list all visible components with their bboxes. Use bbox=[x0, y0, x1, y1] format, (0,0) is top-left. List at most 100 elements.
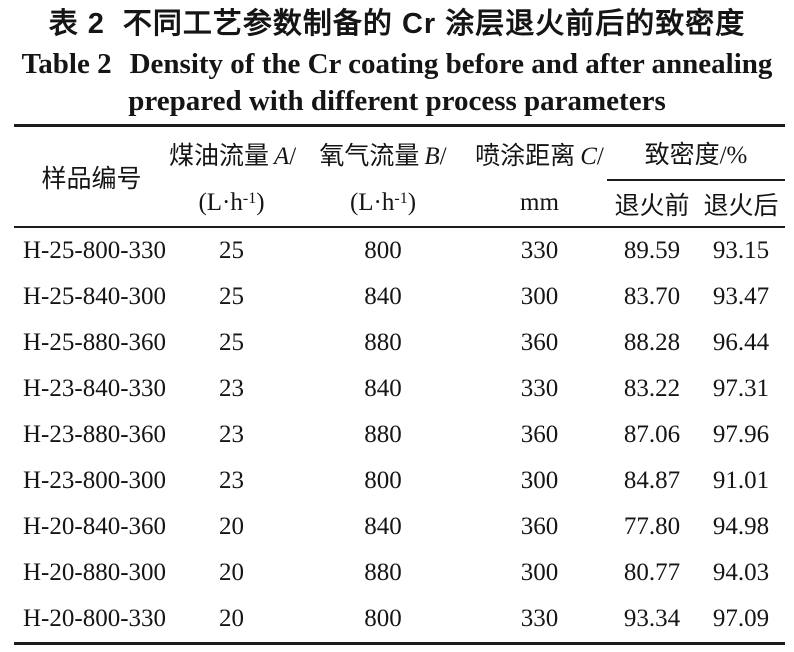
table-row: H-23-880-360 23 880 360 87.06 97.96 bbox=[14, 412, 785, 458]
cell-density-before: 83.70 bbox=[623, 283, 681, 310]
cell-kerosene-flow: 25 bbox=[219, 283, 244, 310]
cell-sample-id: H-20-800-330 bbox=[23, 605, 167, 632]
cell-density-after: 94.03 bbox=[712, 559, 770, 586]
header-density-group: 致密度/% bbox=[607, 125, 785, 181]
cell-kerosene-flow: 25 bbox=[219, 237, 244, 264]
table-number-en: Table 2 bbox=[21, 48, 112, 80]
cell-kerosene-flow: 23 bbox=[219, 467, 244, 494]
cell-sample-id: H-20-840-360 bbox=[23, 513, 167, 540]
cell-density-before: 80.77 bbox=[623, 559, 681, 586]
header-kerosene-variable: A bbox=[274, 142, 290, 170]
table-row: H-23-840-330 23 840 330 83.22 97.31 bbox=[14, 366, 785, 412]
cell-oxygen-flow: 880 bbox=[364, 421, 402, 448]
cell-kerosene-flow: 23 bbox=[219, 421, 244, 448]
table-caption-en-line2: prepared with different process paramete… bbox=[128, 85, 666, 117]
header-before-annealing: 退火前 bbox=[614, 192, 690, 220]
table-body: H-25-800-330 25 800 330 89.59 93.15 H-25… bbox=[14, 227, 785, 644]
cell-density-after: 97.31 bbox=[712, 375, 770, 402]
cell-kerosene-flow: 25 bbox=[219, 329, 244, 356]
header-oxygen-variable: B bbox=[424, 142, 440, 170]
cell-sample-id: H-25-800-330 bbox=[23, 237, 167, 264]
table-number-zh: 表 2 bbox=[48, 8, 105, 40]
cell-density-before: 88.28 bbox=[623, 329, 681, 356]
table-title-en: Density of the Cr coating before and aft… bbox=[129, 48, 773, 80]
table-title-zh: 不同工艺参数制备的 Cr 涂层退火前后的致密度 bbox=[122, 8, 746, 40]
cell-spray-distance: 360 bbox=[520, 513, 559, 540]
header-spray-distance: 喷涂距离 C/ bbox=[472, 126, 607, 181]
cell-density-before: 84.87 bbox=[623, 467, 681, 494]
cell-sample-id: H-23-800-300 bbox=[23, 467, 167, 494]
cell-density-after: 97.09 bbox=[712, 605, 770, 632]
header-kerosene-flow: 煤油流量 A/ bbox=[169, 126, 297, 181]
cell-density-after: 94.98 bbox=[712, 513, 770, 540]
cell-kerosene-flow: 20 bbox=[219, 513, 244, 540]
oxygen-unit-base: (L·h bbox=[349, 189, 395, 216]
header-distance-unit: mm bbox=[520, 189, 559, 216]
header-row-2: (L·h-1) (L·h-1) mm 退火前 退火后 bbox=[14, 180, 785, 227]
table-caption-en: Table 2 Density of the Cr coating before … bbox=[0, 44, 794, 84]
oxygen-unit-exponent: -1 bbox=[394, 190, 408, 207]
cell-spray-distance: 360 bbox=[520, 421, 559, 448]
cell-spray-distance: 300 bbox=[520, 283, 559, 310]
header-oxygen-unit: (L·h-1) bbox=[294, 180, 472, 227]
header-distance-label: 喷涂距离 bbox=[475, 142, 576, 170]
cell-density-before: 89.59 bbox=[623, 237, 681, 264]
header-distance-slash: / bbox=[596, 142, 604, 170]
header-kerosene-slash: / bbox=[289, 142, 297, 170]
cell-sample-id: H-23-840-330 bbox=[23, 375, 167, 402]
table-row: H-20-800-330 20 800 330 93.34 97.09 bbox=[14, 596, 785, 644]
cell-density-after: 97.96 bbox=[712, 421, 770, 448]
table-row: H-25-800-330 25 800 330 89.59 93.15 bbox=[14, 227, 785, 274]
cell-spray-distance: 330 bbox=[520, 605, 559, 632]
table-row: H-23-800-300 23 800 300 84.87 91.01 bbox=[14, 458, 785, 504]
density-table: 样品编号 煤油流量 A/ 氧气流量 B/ 喷涂距离 C/ 致密度/% (L·h-1) … bbox=[14, 124, 785, 645]
kerosene-unit-close: ) bbox=[256, 189, 265, 216]
header-oxygen-label: 氧气流量 bbox=[319, 142, 420, 170]
cell-sample-id: H-20-880-300 bbox=[23, 559, 167, 586]
kerosene-unit-exponent: -1 bbox=[242, 190, 257, 207]
cell-spray-distance: 330 bbox=[520, 237, 559, 264]
cell-density-before: 87.06 bbox=[623, 421, 681, 448]
cell-density-before: 77.80 bbox=[623, 513, 681, 540]
header-distance-variable: C bbox=[580, 142, 597, 170]
header-sample-id: 样品编号 bbox=[41, 165, 142, 193]
cell-oxygen-flow: 840 bbox=[364, 513, 402, 540]
cell-oxygen-flow: 800 bbox=[364, 605, 402, 632]
cell-kerosene-flow: 23 bbox=[219, 375, 244, 402]
table-row: H-20-840-360 20 840 360 77.80 94.98 bbox=[14, 504, 785, 550]
cell-kerosene-flow: 20 bbox=[219, 559, 244, 586]
table-row: H-25-840-300 25 840 300 83.70 93.47 bbox=[14, 274, 785, 320]
cell-density-after: 91.01 bbox=[712, 467, 770, 494]
header-oxygen-flow: 氧气流量 B/ bbox=[294, 126, 472, 181]
cell-spray-distance: 360 bbox=[520, 329, 559, 356]
cell-density-after: 93.15 bbox=[712, 237, 770, 264]
table-row: H-25-880-360 25 880 360 88.28 96.44 bbox=[14, 320, 785, 366]
cell-oxygen-flow: 840 bbox=[364, 283, 402, 310]
cell-spray-distance: 330 bbox=[520, 375, 559, 402]
cell-spray-distance: 300 bbox=[520, 559, 559, 586]
cell-oxygen-flow: 840 bbox=[364, 375, 402, 402]
table-header: 样品编号 煤油流量 A/ 氧气流量 B/ 喷涂距离 C/ 致密度/% (L·h-1) … bbox=[14, 125, 785, 227]
cell-oxygen-flow: 880 bbox=[364, 329, 402, 356]
cell-oxygen-flow: 800 bbox=[364, 237, 402, 264]
table-row: H-20-880-300 20 880 300 80.77 94.03 bbox=[14, 550, 785, 596]
table-caption-zh: 表 2 不同工艺参数制备的 Cr 涂层退火前后的致密度 bbox=[0, 5, 794, 44]
header-kerosene-label: 煤油流量 bbox=[169, 142, 270, 170]
oxygen-unit-close: ) bbox=[407, 189, 417, 216]
cell-density-after: 96.44 bbox=[712, 329, 770, 356]
header-oxygen-slash: / bbox=[439, 142, 447, 170]
cell-spray-distance: 300 bbox=[520, 467, 559, 494]
cell-oxygen-flow: 800 bbox=[364, 467, 402, 494]
cell-oxygen-flow: 880 bbox=[364, 559, 402, 586]
cell-sample-id: H-25-840-300 bbox=[23, 283, 167, 310]
cell-sample-id: H-25-880-360 bbox=[23, 329, 167, 356]
cell-sample-id: H-23-880-360 bbox=[23, 421, 167, 448]
cell-density-after: 93.47 bbox=[712, 283, 770, 310]
cell-density-before: 83.22 bbox=[623, 375, 681, 402]
header-row-1: 样品编号 煤油流量 A/ 氧气流量 B/ 喷涂距离 C/ 致密度/% bbox=[14, 125, 785, 193]
cell-kerosene-flow: 20 bbox=[219, 605, 244, 632]
kerosene-unit-base: (L·h bbox=[198, 189, 243, 216]
cell-density-before: 93.34 bbox=[623, 605, 681, 632]
header-after-annealing: 退火后 bbox=[703, 192, 779, 220]
